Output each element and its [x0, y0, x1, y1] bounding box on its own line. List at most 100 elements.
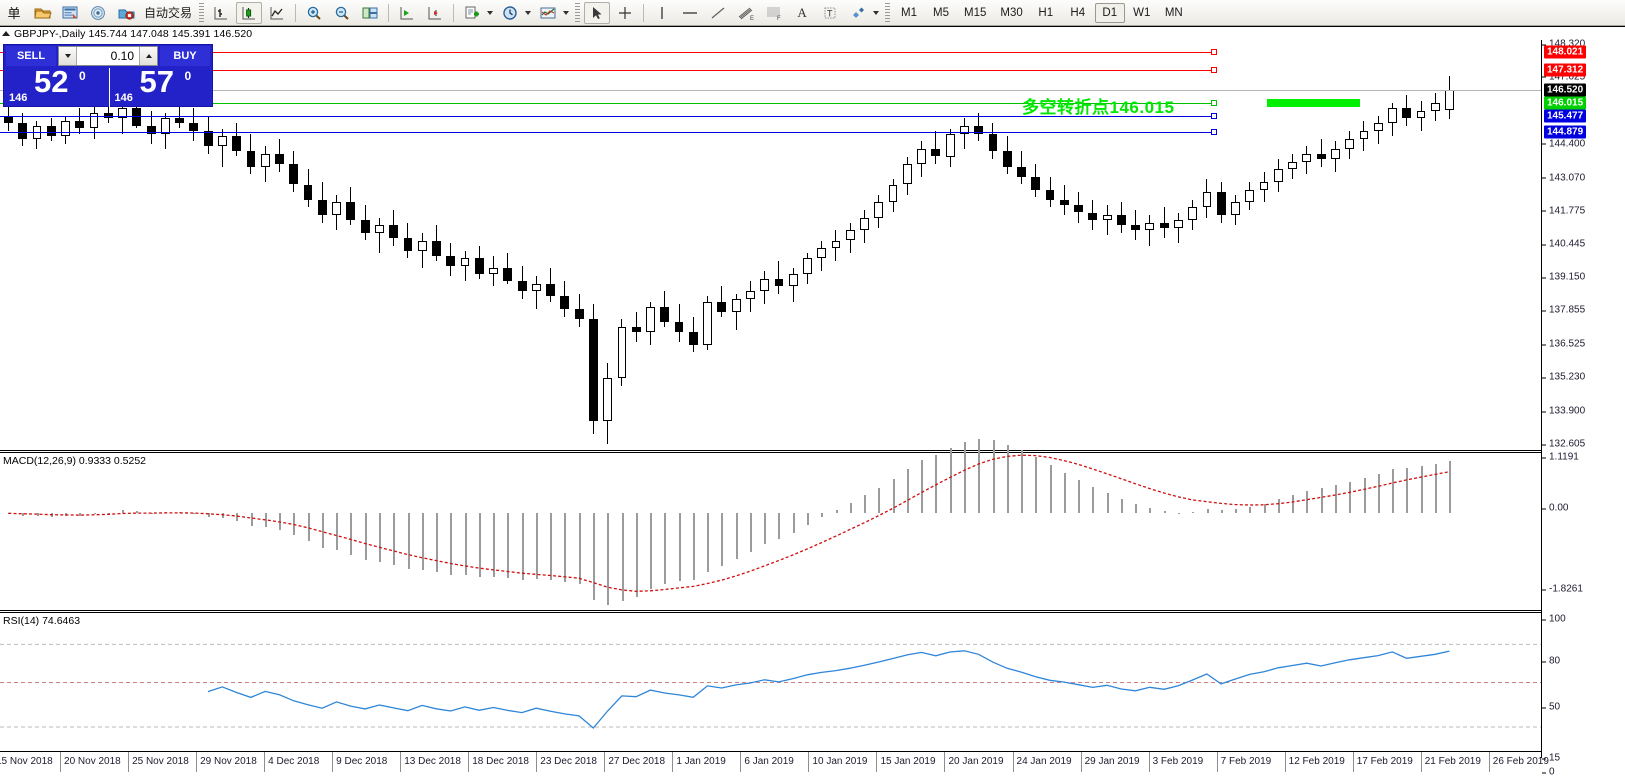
signals-icon[interactable]	[85, 2, 111, 24]
trendline-icon[interactable]	[705, 2, 731, 24]
candlestick	[531, 40, 541, 450]
price-level-line[interactable]	[0, 69, 1211, 71]
objects-icon[interactable]	[845, 2, 871, 24]
autotrading-label[interactable]: 自动交易	[144, 6, 193, 20]
macd-bar	[1078, 480, 1081, 514]
macd-bar	[1192, 511, 1195, 514]
objects-dropdown-icon[interactable]	[873, 10, 880, 15]
timeframe-mn[interactable]: MN	[1164, 6, 1183, 19]
price-tag[interactable]: 145.477	[1544, 109, 1587, 123]
candle-body	[289, 164, 299, 185]
tile-windows-icon[interactable]	[357, 2, 383, 24]
volume-stepper[interactable]: 0.10	[58, 46, 158, 66]
timeframe-w1[interactable]: W1	[1133, 6, 1151, 19]
bid-price[interactable]: 146 52 0	[4, 68, 109, 107]
ask-price[interactable]: 146 57 0	[108, 68, 215, 107]
timeframe-h4[interactable]: H4	[1070, 6, 1086, 19]
restore-icon[interactable]	[2, 31, 10, 36]
candle-wick	[963, 118, 965, 149]
new-chart-dropdown-icon[interactable]	[487, 10, 494, 15]
price-level-handle[interactable]	[1211, 128, 1217, 135]
pane-separator-macd[interactable]	[0, 450, 1625, 453]
terminal-icon[interactable]	[57, 2, 83, 24]
price-tag[interactable]: 146.520	[1544, 83, 1587, 97]
candle-body	[103, 113, 113, 119]
indicators-dropdown-icon[interactable]	[563, 10, 570, 15]
price-axis[interactable]: 148.320 147.025 144.400 143.070 141.775 140.4…	[1541, 39, 1625, 778]
period-icon[interactable]	[497, 2, 523, 24]
toolbar-grip-2[interactable]	[575, 2, 581, 23]
crosshair-icon[interactable]	[612, 2, 638, 24]
candle-body	[360, 220, 370, 233]
candle-body	[118, 108, 127, 119]
horizontal-line-icon[interactable]	[677, 2, 703, 24]
price-level-handle[interactable]	[1211, 99, 1217, 106]
volume-value[interactable]: 0.10	[110, 49, 134, 63]
macd-bar	[478, 513, 481, 578]
time-axis[interactable]: 15 Nov 2018 20 Nov 2018 25 Nov 2018 29 Nov …	[0, 751, 1549, 772]
zoom-out-icon[interactable]	[329, 2, 355, 24]
macd-pane[interactable]	[0, 438, 1541, 610]
period-dropdown-icon[interactable]	[525, 10, 532, 15]
timeframe-m30[interactable]: M30	[1000, 6, 1023, 19]
sell-button[interactable]: SELL	[6, 46, 56, 66]
timeframe-h1[interactable]: H1	[1038, 6, 1054, 19]
new-chart-icon[interactable]	[459, 2, 485, 24]
price-level-line[interactable]	[0, 131, 1211, 133]
timeframe-d1[interactable]: D1	[1094, 2, 1125, 23]
text-icon[interactable]: T	[817, 2, 843, 24]
new-order-icon[interactable]: 单	[7, 6, 21, 21]
candle-body	[1088, 212, 1098, 221]
macd-bar	[849, 502, 852, 514]
price-level-handle[interactable]	[1211, 66, 1217, 73]
toolbar-grip[interactable]	[199, 2, 205, 23]
macd-bar	[1106, 492, 1109, 514]
vertical-line-icon[interactable]	[649, 2, 675, 24]
timeframe-m15[interactable]: M15	[964, 6, 987, 19]
price-tag[interactable]: 146.015	[1544, 96, 1587, 110]
timeframe-m1[interactable]: M1	[901, 6, 917, 19]
price-level-handle[interactable]	[1211, 48, 1217, 55]
candle-body	[660, 306, 670, 322]
candle-body	[232, 136, 242, 152]
market-icon[interactable]	[113, 2, 139, 24]
auto-scroll-icon[interactable]	[394, 2, 420, 24]
price-level-line[interactable]	[0, 102, 1211, 104]
pane-separator-rsi[interactable]	[0, 610, 1625, 613]
timeframe-m5[interactable]: M5	[933, 6, 949, 19]
one-click-trading-panel[interactable]: SELL 0.10 BUY 146 52 0 146 57 0	[3, 44, 213, 107]
price-tag[interactable]: 148.021	[1544, 45, 1587, 59]
equidistant-channel-icon[interactable]: E	[733, 2, 759, 24]
price-pane[interactable]: 多空转折点146.015	[0, 40, 1541, 450]
price-level-line[interactable]	[0, 51, 1211, 53]
volume-increase-button[interactable]	[139, 47, 157, 65]
macd-bar	[735, 513, 738, 560]
price-tag[interactable]: 147.312	[1544, 63, 1587, 77]
volume-decrease-button[interactable]	[59, 47, 77, 65]
zoom-in-icon[interactable]	[301, 2, 327, 24]
macd-bar	[1063, 472, 1066, 514]
candlestick	[175, 40, 185, 450]
rsi-pane[interactable]	[0, 613, 1541, 752]
macd-bar	[79, 513, 82, 516]
price-level-line[interactable]	[0, 116, 1211, 118]
toolbar-grip-3[interactable]	[885, 2, 891, 23]
buy-button[interactable]: BUY	[160, 46, 210, 66]
cursor-icon[interactable]	[584, 1, 611, 24]
price-level-handle[interactable]	[1211, 113, 1217, 120]
candlestick-chart-icon[interactable]	[236, 1, 263, 24]
chevron-up-icon	[145, 54, 152, 58]
price-axis-tick: 148.320	[1542, 39, 1585, 50]
indicators-icon[interactable]	[535, 2, 561, 24]
line-chart-icon[interactable]	[264, 2, 290, 24]
chart-shift-icon[interactable]	[422, 2, 448, 24]
rsi-axis-tick: 15	[1542, 753, 1560, 764]
price-tag[interactable]: 144.879	[1544, 125, 1587, 139]
candle-body	[1345, 138, 1355, 149]
text-label-icon[interactable]: A	[797, 4, 807, 20]
bar-chart-icon[interactable]	[208, 2, 234, 24]
fibonacci-icon[interactable]: F	[761, 2, 787, 24]
folder-icon[interactable]	[29, 2, 55, 24]
macd-bar	[963, 441, 966, 514]
price-level-line[interactable]	[0, 89, 1541, 91]
